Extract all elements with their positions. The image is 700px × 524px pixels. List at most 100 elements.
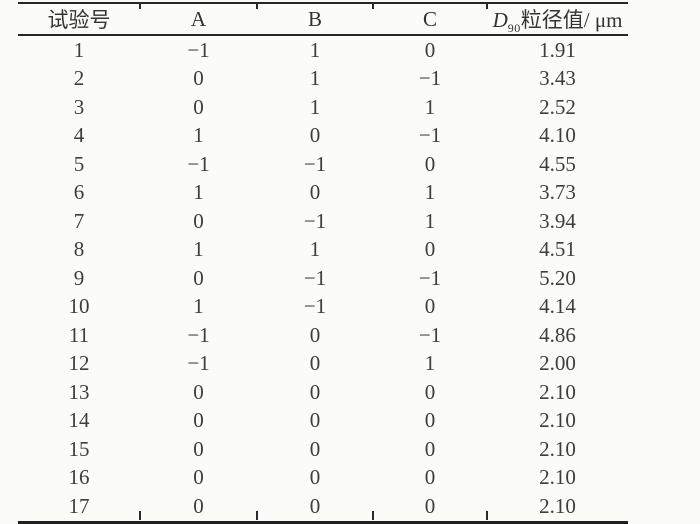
table-cell: 5 <box>73 151 85 176</box>
table-row: 1 −1 1 0 1.91 <box>18 35 628 65</box>
table-cell: 1 <box>193 294 204 319</box>
table-cell: 4 <box>73 123 85 148</box>
table-cell: 0 <box>193 379 204 404</box>
table-cell: 4.55 <box>539 151 576 176</box>
table-cell: 8 <box>73 237 85 262</box>
table-cell: 6 <box>73 180 85 205</box>
col-header-d90: D90粒径值/ μm <box>487 3 628 35</box>
column-divider-tick <box>486 2 488 9</box>
table-cell: 7 <box>73 208 85 233</box>
table-cell: 11 <box>68 322 90 347</box>
table-cell: 12 <box>68 351 90 376</box>
d90-subscript: 90 <box>507 21 521 36</box>
table-row: 10 1 −1 0 4.14 <box>18 293 628 322</box>
table-cell: 3 <box>73 94 85 119</box>
table-cell: 0 <box>193 493 204 518</box>
table-cell: −1 <box>418 322 442 347</box>
column-divider-tick <box>256 511 258 520</box>
col-header-a: A <box>190 6 207 31</box>
table-cell: 1 <box>424 94 436 119</box>
col-header-b: B <box>307 6 322 31</box>
table-row: 12 −1 0 1 2.00 <box>18 350 628 379</box>
table-cell: 0 <box>424 379 436 404</box>
table-row: 2 0 1 −1 3.43 <box>18 65 628 94</box>
table-cell: 0 <box>309 351 321 376</box>
table-cell: 0 <box>309 322 321 347</box>
table-row: 6 1 0 1 3.73 <box>18 179 628 208</box>
table-cell: 1 <box>309 66 321 91</box>
table-cell: −1 <box>187 37 210 62</box>
table-cell: 1 <box>309 37 321 62</box>
table-cell: 2 <box>73 66 85 91</box>
table-body: 1 −1 1 0 1.91 2 0 1 −1 3.43 3 0 1 1 2.52 4 1 0 −1 4.10 5 −1 −1… <box>18 35 628 522</box>
col-header-c: C <box>422 6 437 31</box>
table-cell: 1 <box>309 94 321 119</box>
table-cell: 4.14 <box>539 294 576 319</box>
table-cell: 15 <box>68 436 90 461</box>
table-cell: 10 <box>68 294 90 319</box>
doe-table: 试验号 A B C D90粒径值/ μm 1 −1 1 0 1.91 2 0 1 −1 3.43 3… <box>18 2 628 524</box>
table-cell: 0 <box>424 493 436 518</box>
table-cell: 3.73 <box>539 180 576 205</box>
table-cell: −1 <box>303 208 327 233</box>
table-cell: 0 <box>424 37 436 62</box>
table-cell: 0 <box>193 465 204 490</box>
table-cell: 0 <box>309 436 321 461</box>
table-cell: 16 <box>68 465 90 490</box>
table-cell: 9 <box>73 265 85 290</box>
table-cell: 0 <box>193 208 204 233</box>
column-divider-tick <box>139 2 141 9</box>
table-row: 5 −1 −1 0 4.55 <box>18 150 628 179</box>
table-cell: 14 <box>68 408 90 433</box>
table-row: 7 0 −1 1 3.94 <box>18 207 628 236</box>
col-header-run: 试验号 <box>47 8 111 32</box>
table-header-row: 试验号 A B C D90粒径值/ μm <box>18 3 628 35</box>
table-cell: 0 <box>309 493 321 518</box>
table-cell: 3.94 <box>539 208 576 233</box>
table-row: 14 0 0 0 2.10 <box>18 407 628 436</box>
table-row: 13 0 0 0 2.10 <box>18 378 628 407</box>
table-cell: 0 <box>193 265 204 290</box>
table-cell: 0 <box>193 66 204 91</box>
table-cell: 1.91 <box>539 37 576 62</box>
table-cell: 0 <box>193 94 204 119</box>
table-cell: 4.51 <box>539 237 576 262</box>
table-cell: 0 <box>424 465 436 490</box>
d90-unit-label: 粒径值/ μm <box>520 8 623 32</box>
table-cell: 0 <box>424 151 436 176</box>
table-cell: −1 <box>187 322 210 347</box>
table-cell: 2.10 <box>539 436 576 461</box>
table-cell: 17 <box>68 493 90 518</box>
column-divider-tick <box>372 2 374 9</box>
table-cell: −1 <box>303 294 327 319</box>
table-cell: 0 <box>193 408 204 433</box>
table-cell: 0 <box>309 379 321 404</box>
table-row: 8 1 1 0 4.51 <box>18 236 628 265</box>
table-cell: 2.10 <box>539 408 576 433</box>
table-cell: −1 <box>187 151 210 176</box>
table-row: 17 0 0 0 2.10 <box>18 492 628 522</box>
table-cell: 0 <box>193 436 204 461</box>
table-cell: 1 <box>309 237 321 262</box>
table-cell: 2.10 <box>539 465 576 490</box>
table-cell: 2.10 <box>539 379 576 404</box>
table-cell: 2.52 <box>539 94 576 119</box>
table-cell: 0 <box>309 180 321 205</box>
table-cell: −1 <box>303 265 327 290</box>
table-cell: 0 <box>424 294 436 319</box>
table-row: 3 0 1 1 2.52 <box>18 93 628 122</box>
table-cell: −1 <box>303 151 327 176</box>
table-cell: 4.10 <box>539 123 576 148</box>
table-cell: −1 <box>418 66 442 91</box>
column-divider-tick <box>139 511 141 520</box>
column-divider-tick <box>486 511 488 520</box>
table-cell: −1 <box>187 351 210 376</box>
table-cell: 1 <box>424 351 436 376</box>
table-cell: 1 <box>193 180 204 205</box>
table-cell: 1 <box>424 208 436 233</box>
table-cell: 0 <box>424 408 436 433</box>
table-cell: 1 <box>73 37 85 62</box>
table-cell: 13 <box>68 379 90 404</box>
column-divider-tick <box>256 2 258 9</box>
